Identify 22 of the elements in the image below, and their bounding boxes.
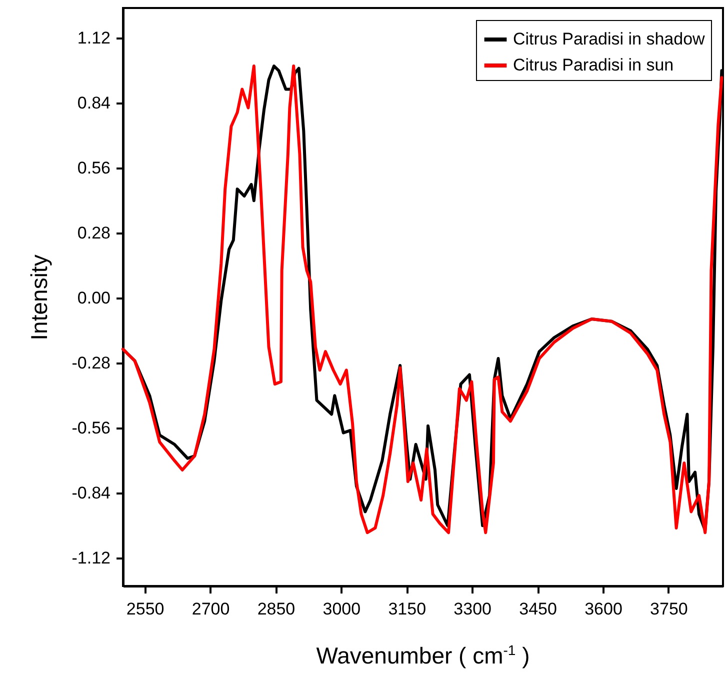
y-tick-label: -0.84 [72, 484, 110, 503]
x-tick-label: 2700 [192, 600, 230, 618]
y-tick-label: 0.56 [77, 158, 110, 178]
x-tick-label: 2550 [126, 600, 164, 618]
y-tick-label: 0.00 [77, 288, 110, 308]
x-tick-label: 3000 [322, 600, 361, 618]
x-tick-label: 3600 [584, 600, 622, 618]
y-tick-label: 1.12 [77, 28, 110, 48]
legend-label: Citrus Paradisi in shadow [513, 30, 706, 48]
y-tick-label: 0.84 [77, 94, 110, 113]
x-tick-label: 3300 [454, 600, 492, 618]
y-tick-label: 0.28 [77, 224, 110, 243]
legend-label: Citrus Paradisi in sun [513, 56, 674, 74]
x-tick-label: 3450 [519, 600, 557, 618]
y-axis-title: Intensity [26, 254, 52, 340]
y-tick-label: -0.56 [72, 418, 110, 438]
y-tick-label: -0.28 [72, 354, 110, 373]
x-tick-label: 2850 [257, 600, 296, 618]
y-tick-label: -1.12 [72, 548, 110, 568]
x-axis-title: Wavenumber ( cm$^{-1}$ ) [315, 642, 531, 670]
x-tick-label: 3150 [388, 600, 426, 618]
x-tick-label: 3750 [650, 600, 688, 618]
